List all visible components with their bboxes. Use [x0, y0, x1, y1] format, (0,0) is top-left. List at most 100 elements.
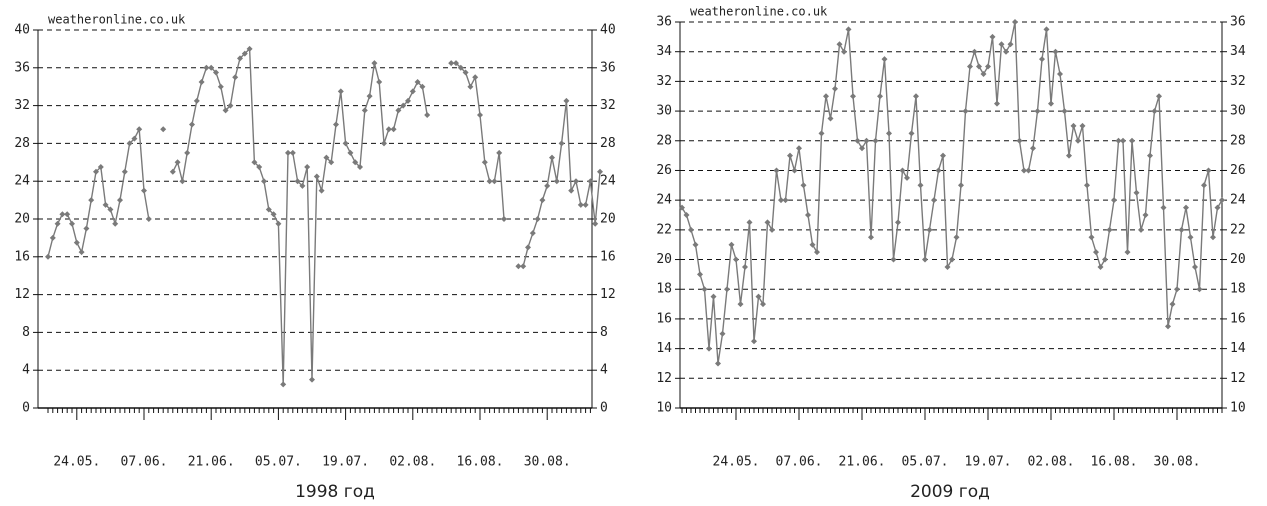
data-point [256, 164, 263, 171]
data-point [1016, 137, 1023, 144]
data-point [850, 93, 856, 100]
x-tick-label: 16.08. [1091, 455, 1138, 470]
data-point [121, 168, 128, 175]
data-point [1012, 19, 1018, 25]
data-point [160, 126, 167, 133]
data-point [769, 226, 775, 233]
data-point [472, 74, 479, 81]
data-point [931, 197, 937, 204]
data-point [232, 74, 239, 81]
y-tick-label: 28 [600, 136, 616, 151]
data-point [917, 182, 924, 189]
y-tick-label: 14 [656, 341, 672, 356]
data-point [486, 178, 493, 185]
y-tick-label: 34 [656, 44, 672, 59]
data-point [1048, 100, 1054, 107]
data-point [275, 220, 282, 227]
y-tick-label: 18 [656, 282, 672, 297]
data-point [69, 220, 75, 227]
y-tick-label: 16 [600, 249, 616, 264]
data-point [357, 164, 363, 171]
data-point [859, 145, 865, 152]
y-tick-label: 8 [600, 325, 608, 340]
data-point [683, 212, 690, 218]
y-tick-label: 24 [14, 174, 30, 189]
data-point [701, 286, 708, 293]
data-point [890, 256, 897, 263]
caption: 1998 год [295, 482, 375, 502]
data-point [309, 376, 315, 383]
y-tick-label: 34 [1230, 44, 1246, 59]
data-point [390, 126, 397, 133]
data-point [539, 197, 546, 204]
data-point [342, 140, 349, 147]
data-point [419, 83, 426, 90]
y-tick-label: 16 [14, 249, 30, 264]
data-point [217, 83, 224, 90]
data-point [592, 220, 599, 227]
data-point [836, 41, 843, 48]
data-point [481, 159, 488, 166]
y-tick-label: 40 [600, 23, 616, 38]
data-point [395, 107, 402, 114]
data-point [782, 197, 789, 204]
data-point [944, 263, 951, 270]
data-point [169, 168, 176, 175]
data-point [414, 78, 421, 85]
data-point [1147, 152, 1153, 159]
data-point [1079, 122, 1086, 129]
data-point [881, 56, 888, 63]
data-point [868, 234, 874, 241]
y-tick-label: 36 [14, 60, 30, 75]
data-point [265, 206, 272, 213]
data-point [940, 152, 946, 159]
y-tick-label: 28 [14, 136, 30, 151]
data-point [131, 135, 138, 142]
data-point [299, 182, 306, 189]
data-point [179, 178, 186, 185]
data-point [213, 69, 219, 76]
data-point [998, 41, 1005, 48]
data-point [949, 256, 955, 263]
data-point [237, 55, 243, 62]
data-point [809, 241, 816, 248]
data-point [1133, 189, 1140, 196]
y-tick-label: 32 [14, 98, 30, 113]
data-point [174, 159, 181, 166]
data-point [385, 126, 392, 133]
y-tick-label: 0 [600, 401, 608, 416]
data-line [47, 47, 601, 385]
data-point [1192, 263, 1198, 270]
data-point [1156, 93, 1162, 100]
data-point [764, 219, 771, 226]
data-point [976, 63, 982, 70]
y-tick-label: 28 [656, 133, 672, 148]
data-point [1151, 108, 1158, 115]
data-point [78, 249, 85, 256]
data-point [573, 178, 579, 185]
data-point [347, 149, 354, 156]
data-point [1097, 263, 1104, 270]
data-point [126, 140, 133, 147]
data-point [805, 212, 811, 218]
y-tick-label: 14 [1230, 341, 1246, 356]
data-point [477, 112, 483, 119]
data-point [333, 121, 339, 128]
data-point [841, 48, 847, 55]
data-point [706, 345, 712, 352]
data-point [1160, 204, 1167, 211]
data-point [54, 220, 61, 227]
data-point [1102, 256, 1108, 263]
data-point [746, 219, 753, 226]
data-point [958, 182, 964, 189]
data-point [467, 83, 474, 90]
x-tick-label: 21.06. [188, 455, 235, 470]
data-point [73, 239, 80, 246]
y-tick-label: 32 [1230, 74, 1246, 89]
data-point [107, 206, 114, 213]
data-point [313, 173, 320, 180]
data-point [59, 211, 66, 218]
data-point [241, 50, 248, 57]
y-tick-label: 10 [1230, 401, 1246, 416]
